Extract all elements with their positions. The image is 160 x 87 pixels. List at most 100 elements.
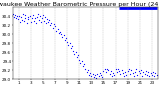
Point [86, 70, 89, 71]
Point [65, 37, 67, 39]
Point [101, 76, 104, 77]
Point [60, 34, 62, 35]
Point [50, 22, 53, 23]
Point [131, 72, 134, 74]
Point [96, 73, 99, 75]
Point [51, 27, 54, 29]
Point [24, 15, 27, 16]
Point [27, 16, 29, 18]
Point [134, 72, 136, 73]
Point [73, 53, 76, 55]
Point [74, 52, 77, 53]
Point [151, 74, 153, 76]
Point [123, 75, 125, 76]
Point [34, 17, 36, 19]
Point [13, 16, 15, 18]
Point [137, 71, 140, 72]
Point [79, 62, 82, 64]
Point [59, 31, 61, 32]
Point [129, 73, 131, 75]
Point [57, 33, 60, 34]
Point [120, 70, 123, 71]
Point [17, 15, 20, 16]
Point [37, 19, 40, 21]
Point [56, 28, 59, 30]
Point [39, 21, 42, 22]
Point [40, 17, 43, 19]
Point [33, 20, 35, 21]
Point [125, 74, 128, 76]
Point [100, 74, 102, 76]
Point [70, 47, 72, 48]
Point [16, 15, 18, 17]
Point [46, 18, 48, 20]
Point [149, 72, 152, 74]
Point [141, 75, 144, 76]
Point [95, 77, 97, 78]
Point [62, 34, 65, 36]
Point [47, 21, 49, 22]
Point [147, 72, 149, 73]
Point [72, 51, 75, 52]
Point [45, 23, 47, 24]
Point [130, 70, 133, 71]
Point [84, 69, 87, 70]
Point [105, 72, 107, 73]
Point [116, 72, 118, 73]
Point [71, 45, 73, 47]
Point [85, 72, 88, 73]
Point [119, 73, 122, 75]
Point [22, 20, 25, 21]
Point [31, 15, 34, 16]
Point [109, 71, 112, 72]
Point [44, 16, 46, 18]
Point [14, 15, 16, 16]
Point [139, 72, 141, 74]
Point [53, 24, 55, 25]
Point [89, 72, 92, 74]
Point [154, 72, 157, 74]
Point [15, 18, 17, 19]
Point [140, 70, 142, 71]
Point [17, 19, 20, 20]
Point [24, 17, 26, 19]
Point [27, 19, 30, 20]
Point [114, 69, 117, 70]
Point [90, 75, 93, 76]
Point [34, 23, 37, 24]
Point [128, 68, 130, 69]
Point [132, 75, 135, 76]
Point [77, 54, 79, 56]
Point [12, 14, 15, 15]
Point [25, 22, 28, 24]
Point [80, 61, 83, 62]
Point [112, 72, 114, 74]
Point [144, 71, 147, 72]
Point [108, 73, 111, 75]
Point [146, 74, 148, 76]
Point [48, 19, 50, 21]
Point [122, 72, 124, 74]
Point [78, 60, 80, 61]
Point [88, 74, 90, 76]
Point [42, 20, 45, 21]
Point [61, 36, 64, 38]
Point [91, 73, 94, 75]
Point [28, 15, 31, 17]
Point [113, 74, 116, 76]
Point [36, 16, 38, 18]
Point [103, 69, 106, 70]
Point [64, 39, 66, 40]
Point [67, 44, 70, 46]
Point [42, 15, 44, 16]
Point [20, 19, 23, 21]
Point [97, 75, 100, 76]
Point [49, 25, 52, 26]
Point [20, 16, 23, 18]
Point [124, 72, 127, 73]
Point [117, 68, 119, 69]
Point [142, 72, 145, 73]
Point [31, 18, 33, 19]
Point [76, 56, 78, 58]
Point [126, 71, 129, 72]
